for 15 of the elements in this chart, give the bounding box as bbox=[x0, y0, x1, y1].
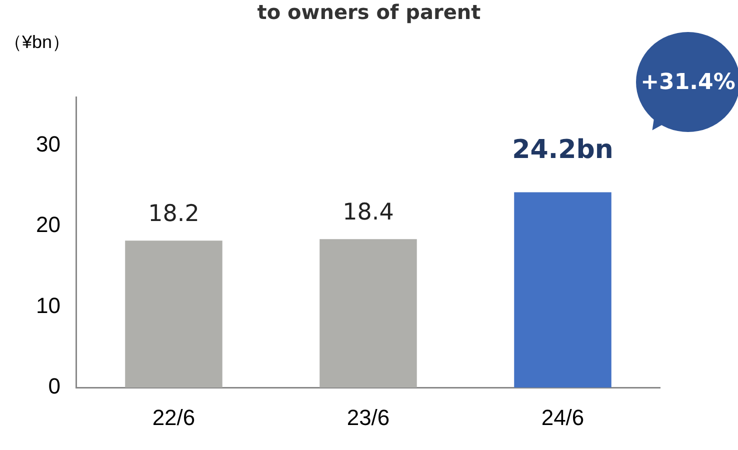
y-tick-label: 20 bbox=[36, 212, 60, 238]
x-tick-label: 24/6 bbox=[541, 404, 584, 430]
data-label: 24.2bn bbox=[512, 135, 614, 165]
data-label: 18.4 bbox=[342, 200, 394, 226]
y-tick-label: 0 bbox=[48, 374, 60, 399]
data-label: 18.2 bbox=[148, 201, 200, 228]
y-tick-label: 30 bbox=[36, 131, 60, 156]
y-axis-title: （¥bn） bbox=[4, 32, 70, 52]
bar bbox=[514, 192, 612, 388]
x-tick-label: 23/6 bbox=[346, 404, 390, 430]
bar bbox=[320, 239, 417, 388]
y-tick-label: 10 bbox=[36, 292, 60, 318]
x-tick-label: 22/6 bbox=[152, 404, 196, 430]
bar bbox=[125, 240, 222, 388]
chart-title: to owners of parent bbox=[257, 0, 482, 24]
